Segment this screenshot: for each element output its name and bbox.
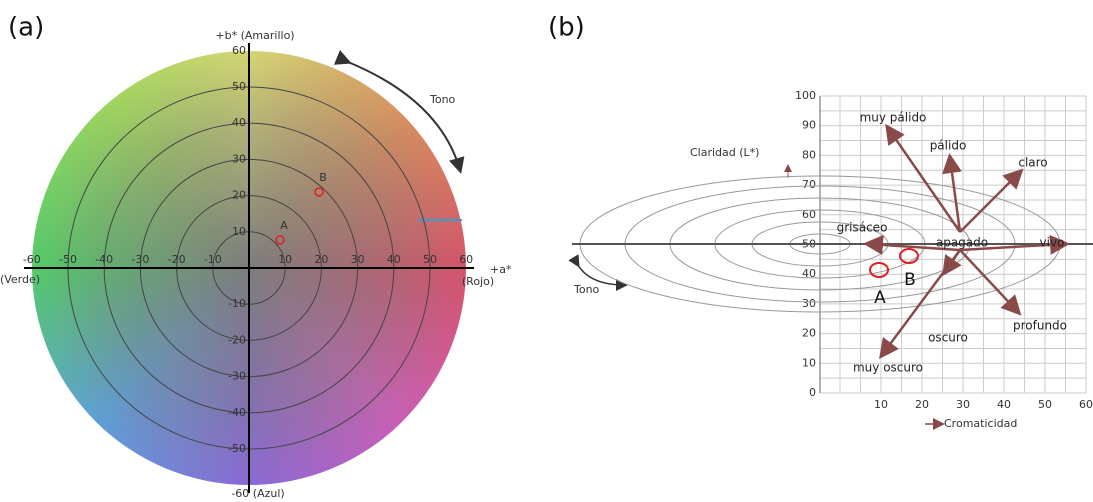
marker bbox=[869, 262, 889, 278]
y-tick-label: 30 bbox=[802, 297, 816, 310]
y-tick-label: -40 bbox=[228, 406, 246, 419]
arrow bbox=[959, 168, 1024, 233]
y-tick-label: -20 bbox=[228, 333, 246, 346]
term-label: muy pálido bbox=[860, 111, 927, 125]
arrow bbox=[863, 234, 961, 255]
axis-label: +b* (Amarillo) bbox=[215, 29, 294, 42]
point bbox=[314, 187, 324, 197]
x-tick-label: 40 bbox=[997, 398, 1011, 411]
hue-arrow bbox=[568, 254, 628, 291]
y-tick-label: 60 bbox=[232, 44, 246, 57]
axis-label: -60 (Azul) bbox=[231, 487, 284, 500]
y-tick-label: 20 bbox=[232, 189, 246, 202]
y-tick-label: 100 bbox=[795, 89, 816, 102]
x-tick-label: -50 bbox=[59, 253, 77, 266]
arrow bbox=[959, 234, 1070, 255]
x-tick-label: 60 bbox=[459, 253, 473, 266]
x-tick-label: 60 bbox=[1079, 398, 1093, 411]
x-tick-label: -60 bbox=[23, 253, 41, 266]
y-tick-label: 90 bbox=[802, 119, 816, 132]
y-tick-label: -50 bbox=[228, 442, 246, 455]
y-tick-label: 70 bbox=[802, 178, 816, 191]
term-label: apagado bbox=[936, 236, 988, 250]
y-tick-label: -30 bbox=[228, 370, 246, 383]
hue-arrow bbox=[333, 50, 465, 174]
term-label: claro bbox=[1018, 156, 1047, 170]
y-tick-label: 30 bbox=[232, 152, 246, 165]
axis-label: (Rojo) bbox=[462, 275, 494, 288]
term-label: vivo bbox=[1040, 236, 1065, 250]
panel-label: (a) bbox=[8, 13, 44, 43]
x-tick-label: -10 bbox=[204, 253, 222, 266]
axis-label: (Verde) bbox=[0, 273, 40, 286]
x-tick-label: -40 bbox=[95, 253, 113, 266]
x-tick-label: 10 bbox=[874, 398, 888, 411]
x-tick-label: 50 bbox=[1038, 398, 1052, 411]
marker bbox=[899, 248, 919, 264]
axis-label: Claridad (L*) bbox=[690, 146, 759, 159]
marker-label: A bbox=[874, 288, 886, 308]
axis-label: +a* bbox=[490, 263, 512, 276]
arrow bbox=[959, 249, 1022, 316]
x-tick-label: 50 bbox=[423, 253, 437, 266]
point-label: B bbox=[319, 171, 327, 184]
y-tick-label: 20 bbox=[802, 327, 816, 340]
term-label: profundo bbox=[1013, 319, 1067, 333]
x-tick-label: -30 bbox=[131, 253, 149, 266]
arrow bbox=[885, 123, 962, 233]
y-tick-label: 60 bbox=[802, 208, 816, 221]
hue-label: Tono bbox=[429, 93, 456, 106]
y-tick-label: 40 bbox=[802, 267, 816, 280]
y-tick-label: -10 bbox=[228, 297, 246, 310]
x-tick-label: 40 bbox=[387, 253, 401, 266]
point-label: A bbox=[280, 219, 288, 232]
term-label: oscuro bbox=[928, 331, 968, 345]
x-tick-label: 10 bbox=[278, 253, 292, 266]
y-tick-label: 50 bbox=[232, 80, 246, 93]
arrow bbox=[879, 249, 962, 360]
y-tick-label: 10 bbox=[232, 225, 246, 238]
x-tick-label: 20 bbox=[314, 253, 328, 266]
term-label: pálido bbox=[930, 139, 967, 153]
x-tick-label: -20 bbox=[168, 253, 186, 266]
y-tick-label: 10 bbox=[802, 356, 816, 369]
marker-label: B bbox=[904, 270, 916, 290]
hue-label: Tono bbox=[573, 283, 600, 296]
term-label: grisáceo bbox=[837, 221, 888, 235]
y-tick-label: 0 bbox=[809, 386, 816, 399]
panel-label: (b) bbox=[548, 13, 585, 43]
point bbox=[275, 235, 285, 245]
axis-label: Cromaticidad bbox=[944, 417, 1017, 430]
term-label: muy oscuro bbox=[853, 361, 923, 375]
x-tick-label: 20 bbox=[915, 398, 929, 411]
arrow bbox=[942, 153, 962, 233]
y-tick-label: 80 bbox=[802, 148, 816, 161]
x-tick-label: 30 bbox=[956, 398, 970, 411]
x-tick-label: 30 bbox=[351, 253, 365, 266]
y-tick-label: 40 bbox=[232, 116, 246, 129]
